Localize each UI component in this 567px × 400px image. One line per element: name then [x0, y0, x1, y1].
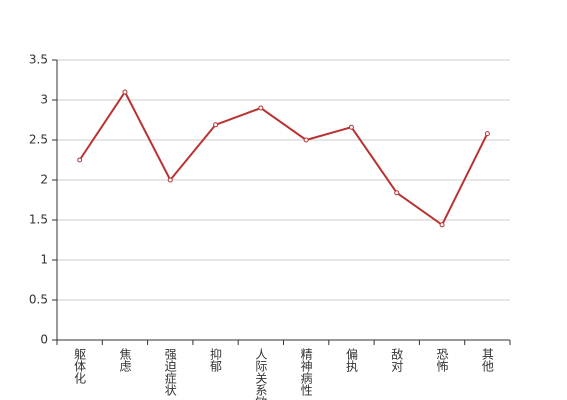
point: [258, 105, 264, 111]
point: [348, 124, 354, 130]
y-tick-label: 3: [40, 93, 48, 107]
x-tick-label: 抑郁: [209, 347, 223, 373]
point: [77, 157, 83, 163]
line: [78, 90, 489, 227]
point: [122, 89, 128, 95]
point: [167, 177, 173, 183]
x-tick-label: 其他: [480, 348, 494, 372]
x-tick-label: 焦虑: [118, 348, 132, 372]
x-tick-label: 敌对: [390, 347, 404, 372]
y-tick-label: 3.5: [29, 53, 48, 67]
y-tick-label: 2: [40, 173, 48, 187]
point: [484, 131, 490, 137]
x-tick-label: 精神病性: [299, 348, 313, 397]
point: [439, 222, 445, 228]
point: [394, 190, 400, 196]
x-tick-label: 强迫症状: [163, 348, 177, 396]
y-tick-label: 0: [40, 333, 48, 347]
x-tick-label: 恐怖: [435, 348, 449, 372]
y-tick-label: 2.5: [29, 133, 48, 147]
y-tick-label: 0.5: [29, 293, 48, 307]
x-tick-label: 躯体化: [73, 347, 87, 385]
y-tick-label: 1.5: [29, 213, 48, 227]
point: [213, 122, 219, 128]
y-tick-label: 1: [40, 253, 48, 267]
x-tick-label: 人际关系敏感: [254, 348, 268, 400]
x-tick-label: 偏执: [344, 347, 358, 373]
point: [303, 137, 309, 143]
